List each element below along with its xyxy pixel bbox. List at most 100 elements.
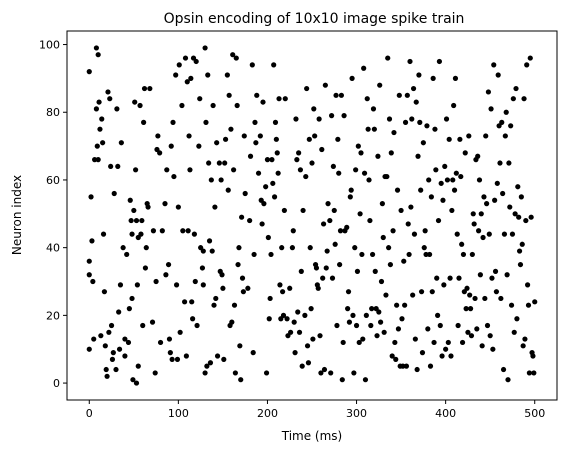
spike-point xyxy=(298,268,304,274)
spike-point xyxy=(147,85,153,92)
spike-point xyxy=(188,75,194,81)
spike-point xyxy=(392,339,398,346)
spike-point xyxy=(124,251,130,258)
spike-point xyxy=(499,119,505,125)
spike-point xyxy=(310,336,316,342)
spike-point xyxy=(336,170,342,176)
spike-point xyxy=(361,170,368,176)
spike-point xyxy=(484,201,490,207)
spike-point xyxy=(233,55,239,61)
spike-point xyxy=(113,366,119,373)
spike-point xyxy=(138,231,144,237)
spike-point xyxy=(168,143,174,149)
spike-point xyxy=(501,231,508,237)
spike-point xyxy=(404,92,410,98)
spike-point xyxy=(361,65,367,71)
spike-point xyxy=(330,163,336,170)
spike-point xyxy=(110,350,116,356)
spike-point xyxy=(141,85,148,92)
spike-point xyxy=(422,228,428,234)
spike-point xyxy=(410,292,416,298)
spike-point xyxy=(355,143,361,149)
spike-point xyxy=(443,346,449,352)
spike-point xyxy=(394,187,401,193)
spike-point xyxy=(376,309,382,315)
spike-point xyxy=(165,261,172,268)
spike-point xyxy=(317,333,323,339)
spike-point xyxy=(93,106,99,112)
spike-point xyxy=(114,106,120,112)
spike-point xyxy=(266,316,272,322)
spike-point xyxy=(467,292,473,298)
spike-point xyxy=(318,370,324,376)
spike-point xyxy=(447,275,453,281)
spike-point xyxy=(108,322,115,329)
spike-point xyxy=(214,140,220,146)
spike-point xyxy=(187,167,193,173)
spike-point xyxy=(131,207,137,214)
spike-point xyxy=(104,373,110,379)
spike-point xyxy=(103,366,109,373)
spike-point xyxy=(241,133,247,139)
spike-point xyxy=(387,261,393,268)
spike-point xyxy=(460,251,467,258)
spike-point xyxy=(508,302,515,308)
spike-point xyxy=(235,261,241,268)
spike-point xyxy=(435,312,441,318)
spike-point xyxy=(169,356,175,362)
spike-point xyxy=(184,79,190,85)
spike-point xyxy=(471,221,477,227)
spike-point xyxy=(208,177,214,183)
spike-point xyxy=(418,187,424,193)
spike-point xyxy=(470,211,476,217)
spike-point xyxy=(107,96,113,102)
spike-point xyxy=(291,319,297,325)
spike-point xyxy=(222,136,229,142)
spike-point xyxy=(304,343,311,349)
spike-point xyxy=(132,99,138,105)
spike-point xyxy=(259,221,265,227)
spike-point xyxy=(97,126,103,132)
spike-point xyxy=(153,278,159,285)
spike-point xyxy=(299,363,305,369)
spike-point xyxy=(92,157,98,163)
spike-point xyxy=(411,231,418,237)
spike-point xyxy=(186,133,192,139)
spike-point xyxy=(290,228,296,234)
spike-point xyxy=(183,353,189,359)
spike-point xyxy=(88,194,94,200)
spike-point xyxy=(337,261,343,268)
spike-point xyxy=(226,92,232,98)
spike-point xyxy=(374,333,380,339)
spike-point xyxy=(429,289,435,295)
spike-point xyxy=(389,353,395,359)
spike-point xyxy=(472,295,478,302)
spike-point xyxy=(469,251,475,258)
spike-point xyxy=(130,377,136,383)
spike-point xyxy=(199,265,206,271)
spike-point xyxy=(247,153,254,159)
spike-point xyxy=(315,285,321,291)
spike-point xyxy=(357,211,363,217)
spike-point xyxy=(202,370,208,376)
spike-point xyxy=(296,150,302,156)
spike-point xyxy=(320,275,326,281)
spike-point xyxy=(249,62,255,68)
spike-point xyxy=(530,353,536,359)
spike-point xyxy=(349,75,355,81)
spike-point xyxy=(106,329,112,335)
spike-point xyxy=(204,363,210,369)
spike-point xyxy=(149,319,156,325)
spike-point xyxy=(395,326,402,332)
spike-point xyxy=(255,170,262,176)
spike-point xyxy=(133,217,140,224)
spike-point xyxy=(225,187,231,193)
spike-point xyxy=(337,228,344,234)
spike-point xyxy=(137,102,143,109)
spike-point xyxy=(242,190,248,197)
spike-point xyxy=(229,319,235,325)
spike-point xyxy=(325,201,331,207)
spike-point xyxy=(332,241,338,247)
spike-point xyxy=(434,275,440,281)
spike-point xyxy=(200,282,206,288)
